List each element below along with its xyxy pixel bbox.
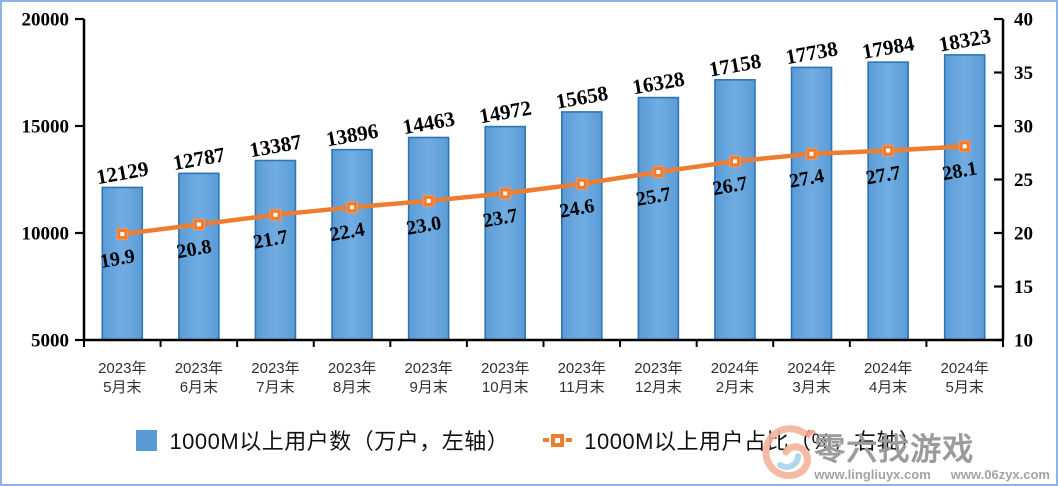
line-series (120, 144, 967, 237)
x-axis-category-label: 2023年 7月末 (251, 360, 299, 396)
bar (867, 61, 909, 341)
x-axis-category-label: 2023年 11月末 (558, 360, 606, 396)
bar-value-label: 12787 (171, 142, 227, 175)
x-axis-category-label: 2023年 6月末 (175, 360, 223, 396)
x-axis-category-label: 2023年 5月末 (98, 360, 146, 396)
bar-value-label: 18323 (937, 24, 993, 57)
right-axis-tick-label: 15 (1014, 277, 1033, 298)
line-marker-center (503, 191, 508, 196)
bar-value-label: 13387 (248, 129, 304, 162)
bar-value-label: 17738 (784, 36, 840, 69)
line-series-marker-icon (543, 433, 573, 447)
watermark-brand-text: 零六找游戏 (814, 432, 975, 468)
left-axis-tick-label: 5000 (31, 331, 69, 352)
x-axis-category-label: 2024年 2月末 (711, 360, 759, 396)
combo-chart: 12129 12787 13387 13896 14463 14972 15658 16328… (22, 10, 1034, 396)
watermark-url-1: www.lingliuyx.com (814, 466, 931, 482)
right-axis-tick-label: 20 (1014, 224, 1033, 245)
bar-value-label: 17984 (860, 31, 916, 64)
line-marker-center (962, 144, 967, 149)
bar (178, 172, 220, 341)
bar (407, 136, 450, 341)
right-axis-tick-label: 40 (1014, 10, 1033, 31)
x-axis-category-label: 2023年 12月末 (634, 360, 682, 396)
line-marker-center (656, 170, 661, 175)
bar (637, 96, 680, 341)
legend-item-bar-series: 1000M以上用户数（万户，左轴） (136, 424, 509, 456)
bar-value-label: 12129 (94, 156, 150, 189)
left-axis-tick-label: 20000 (22, 10, 70, 31)
bar-value-label: 16328 (631, 67, 687, 100)
x-axis-category-label: 2023年 9月末 (404, 360, 452, 396)
x-axis-category-label: 2024年 5月末 (941, 360, 989, 396)
bar-value-label: 14463 (401, 106, 457, 139)
bar (101, 186, 144, 341)
bar-value-label: 15658 (554, 81, 610, 114)
line-marker-center (579, 181, 584, 186)
line-marker-center (120, 232, 125, 237)
x-axis-category-label: 2024年 3月末 (787, 360, 835, 396)
bar (714, 79, 756, 341)
bar-value-label: 17158 (707, 49, 763, 82)
watermark-logo-swirl-icon (762, 425, 817, 480)
x-axis-category-label: 2023年 8月末 (328, 360, 376, 396)
left-axis-tick-label: 10000 (22, 224, 70, 245)
bar (560, 111, 603, 341)
right-axis-tick-label: 35 (1014, 63, 1033, 84)
bar (331, 148, 373, 341)
legend-bar-label: 1000M以上用户数（万户，左轴） (169, 429, 510, 454)
watermark: 零六找游戏 www.lingliuyx.com www.06zyx.com (758, 424, 1050, 482)
legend: 1000M以上用户数（万户，左轴） 1000M以上用户占比（%，右轴） (2, 420, 1056, 460)
right-axis-tick-label: 25 (1014, 170, 1033, 191)
x-axis-category-label: 2024年 4月末 (864, 360, 912, 396)
line-marker-center (273, 212, 278, 217)
left-axis-tick-label: 15000 (22, 117, 70, 138)
legend-item-line-series: 1000M以上用户占比（%，右轴） (543, 424, 921, 456)
line-marker-center (809, 151, 814, 156)
watermark-urls: www.lingliuyx.com www.06zyx.com (814, 466, 1050, 482)
right-axis-tick-label: 30 (1014, 117, 1033, 138)
bar-value-label: 14972 (477, 96, 533, 129)
bar-value-label: 13896 (324, 119, 380, 152)
line-marker-center (426, 198, 431, 203)
legend-line-label: 1000M以上用户占比（%，右轴） (584, 429, 922, 454)
bar (790, 66, 833, 341)
bar-series-swatch (136, 429, 158, 451)
bar (943, 54, 986, 341)
right-axis-tick-label: 10 (1014, 331, 1033, 352)
line-marker-center (732, 159, 737, 164)
line-marker-center (886, 148, 891, 153)
watermark-url-2: www.06zyx.com (950, 466, 1050, 482)
bar (484, 125, 527, 341)
line-marker-center (196, 222, 201, 227)
x-axis-category-label: 2023年 10月末 (481, 360, 529, 396)
line-marker-center (350, 205, 355, 210)
